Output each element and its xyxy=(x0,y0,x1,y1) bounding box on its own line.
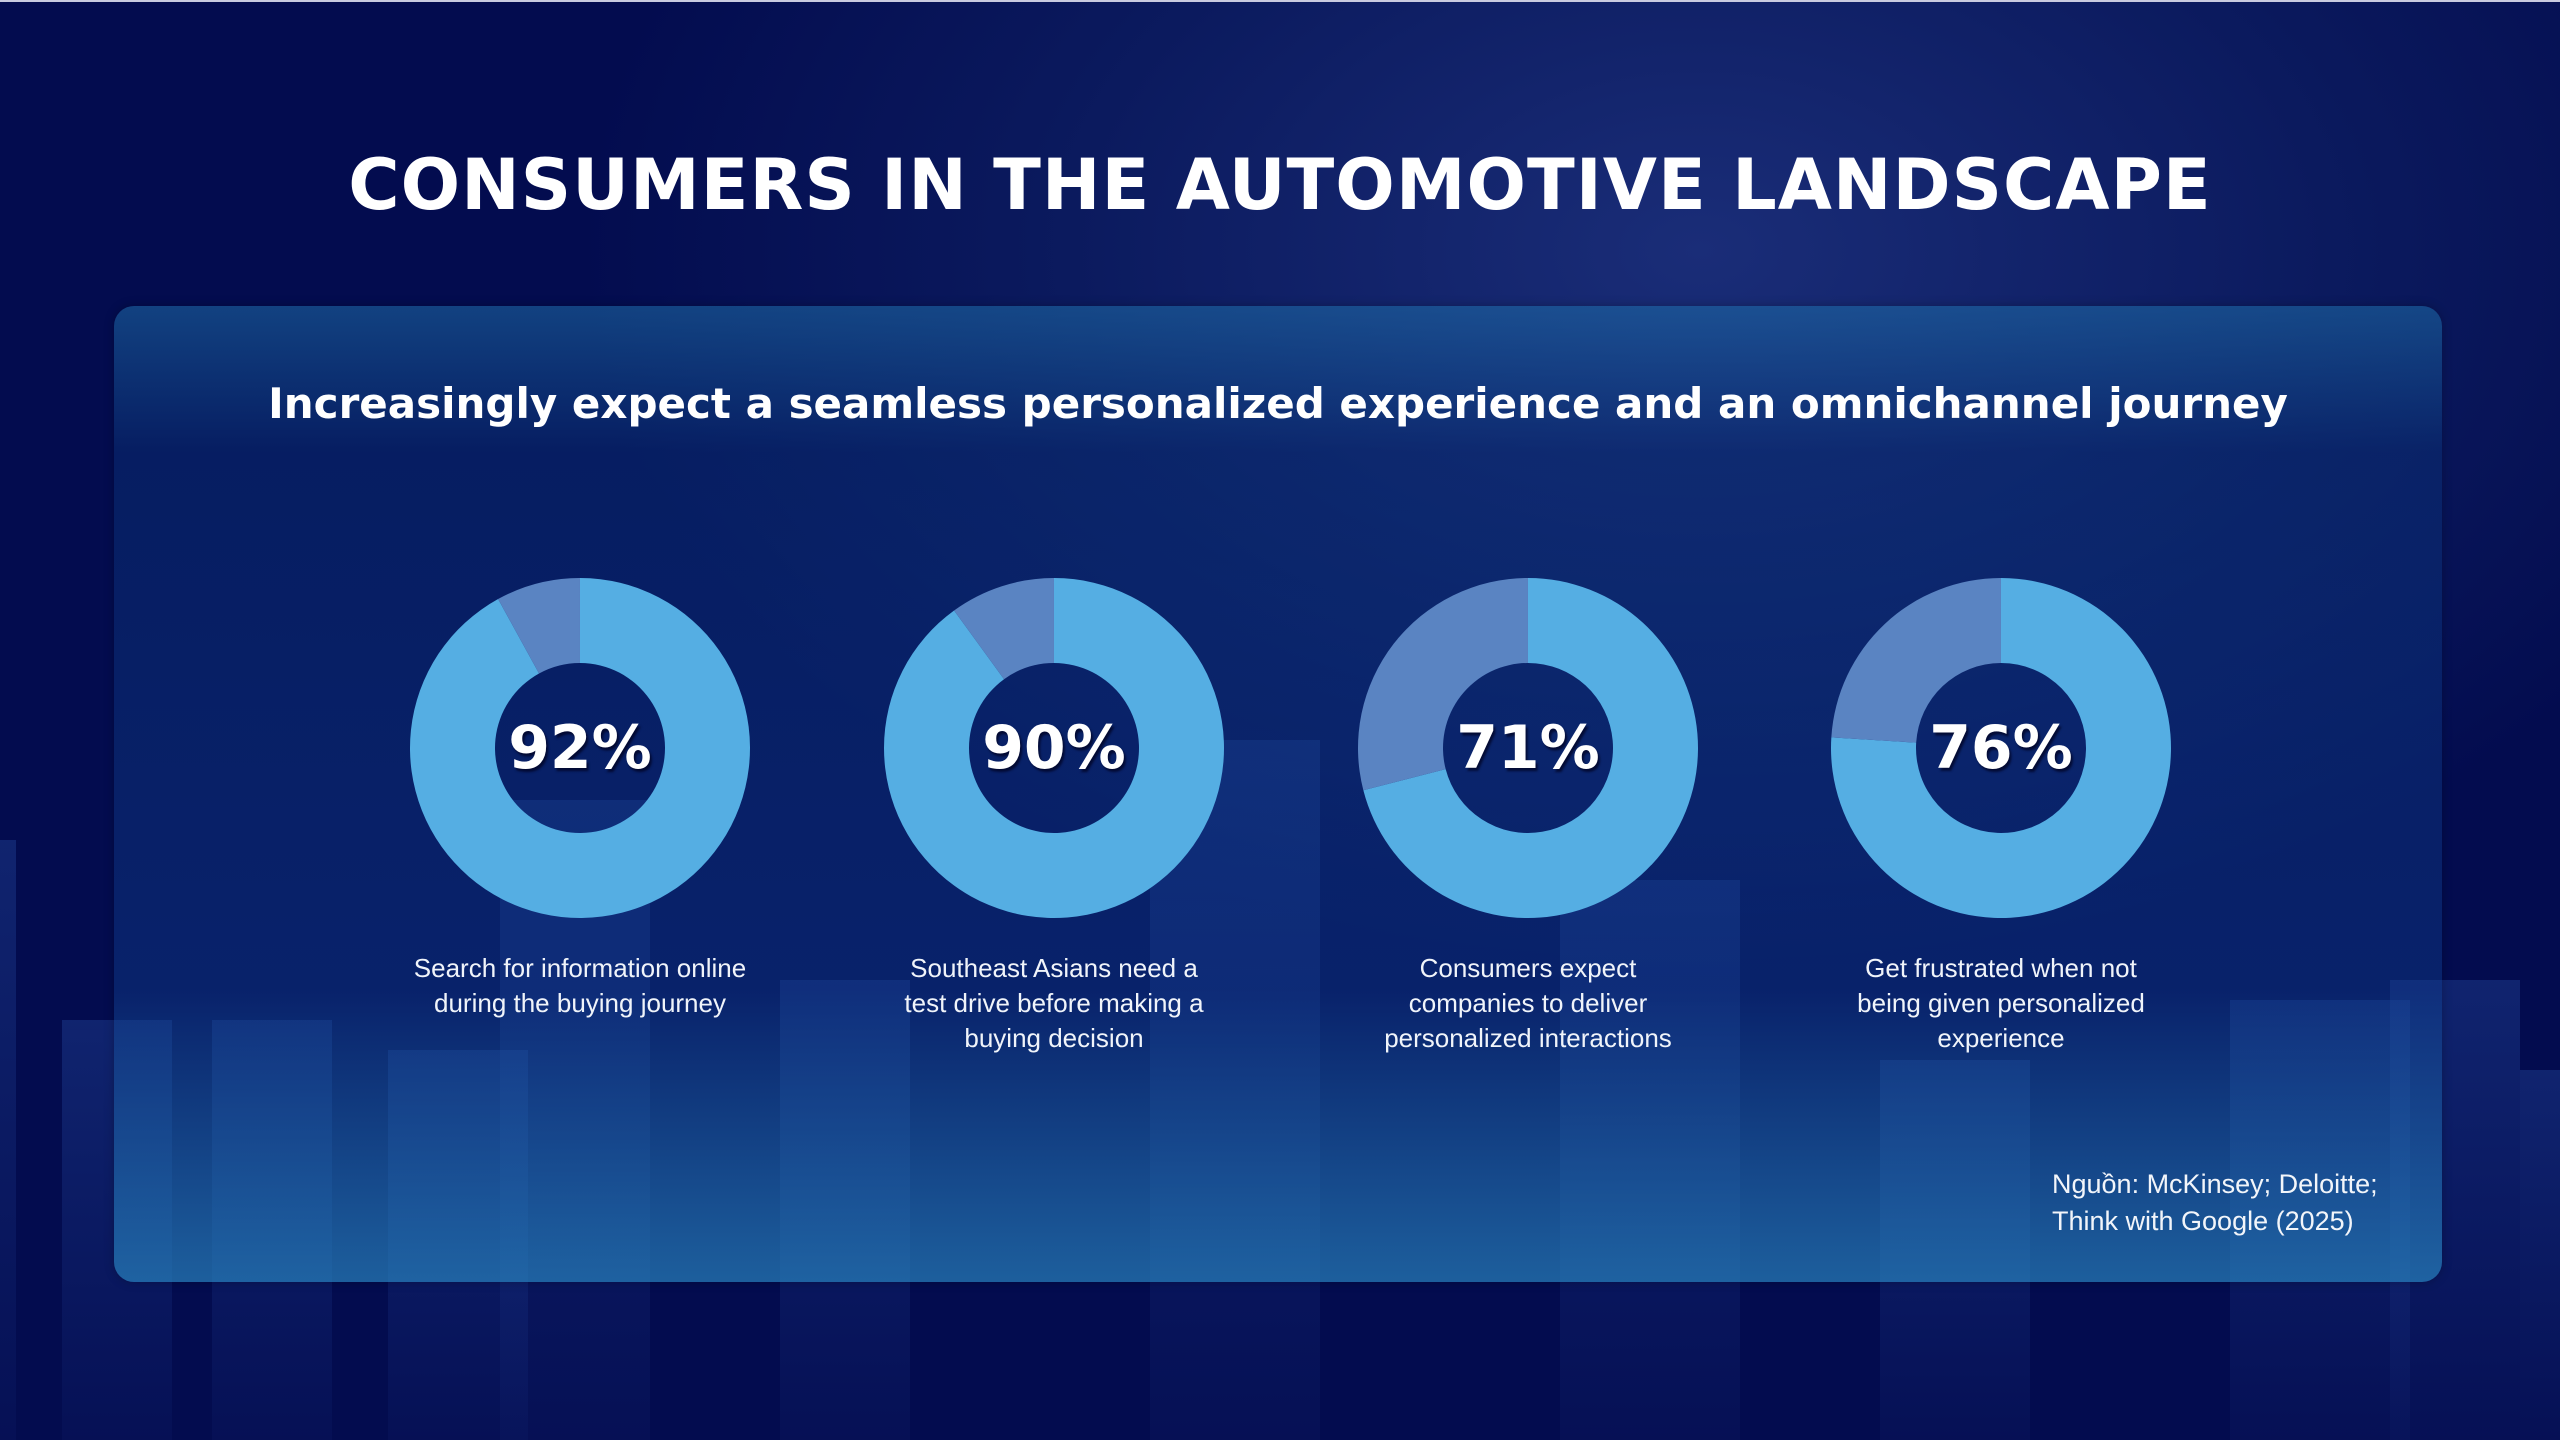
donut-caption-line: experience xyxy=(1937,1023,2065,1053)
donut-caption-line: during the buying journey xyxy=(434,988,726,1018)
donut-caption-line: Southeast Asians need a xyxy=(910,953,1198,983)
donut-caption-line: companies to deliver xyxy=(1408,988,1648,1018)
panel-subtitle: Increasingly expect a seamless personali… xyxy=(268,379,2288,428)
donut-caption: Search for information online during the … xyxy=(370,951,790,1021)
donut-segment-remainder xyxy=(954,578,1054,680)
top-border xyxy=(0,0,2560,2)
donut-chart: 90% xyxy=(874,568,1234,928)
donut-segment-remainder xyxy=(1831,578,2001,743)
donut-chart: 92% xyxy=(400,568,760,928)
donut-percentage-label: 71% xyxy=(1456,713,1600,783)
stats-panel: Increasingly expect a seamless personali… xyxy=(114,306,2442,1282)
donut-caption-line: test drive before making a xyxy=(904,988,1204,1018)
donut-segment-remainder xyxy=(1358,578,1528,791)
donut-segment-value xyxy=(409,578,750,918)
donut-caption: Get frustrated when not being given perso… xyxy=(1791,951,2211,1056)
donut-caption-line: Consumers expect xyxy=(1419,953,1637,983)
donut-percentage-label: 92% xyxy=(508,713,652,783)
source-line-1: Nguồn: McKinsey; Deloitte; xyxy=(2052,1169,2378,1199)
donut-caption-line: Get frustrated when not xyxy=(1865,953,2137,983)
donut-caption: Consumers expect companies to deliver pers… xyxy=(1318,951,1738,1056)
donut-caption-line: Search for information online xyxy=(413,953,747,983)
donut-segment-remainder xyxy=(498,578,580,674)
page-title: CONSUMERS IN THE AUTOMOTIVE LANDSCAPE xyxy=(348,144,2212,226)
source-note: Nguồn: McKinsey; Deloitte; Think with Go… xyxy=(2052,1166,2432,1240)
donut-chart: 71% xyxy=(1348,568,1708,928)
donut-caption-line: buying decision xyxy=(964,1023,1144,1053)
donut-segment-value xyxy=(884,578,1224,918)
donut-segment-value xyxy=(1831,578,2171,918)
donut-caption: Southeast Asians need a test drive before… xyxy=(844,951,1264,1056)
donut-percentage-label: 76% xyxy=(1929,713,2073,783)
donut-caption-line: personalized interactions xyxy=(1384,1023,1672,1053)
donut-percentage-label: 90% xyxy=(982,713,1126,783)
donut-segment-value xyxy=(1363,578,1698,918)
source-line-2: Think with Google (2025) xyxy=(2052,1206,2354,1236)
donut-chart: 76% xyxy=(1821,568,2181,928)
donut-caption-line: being given personalized xyxy=(1857,988,2145,1018)
